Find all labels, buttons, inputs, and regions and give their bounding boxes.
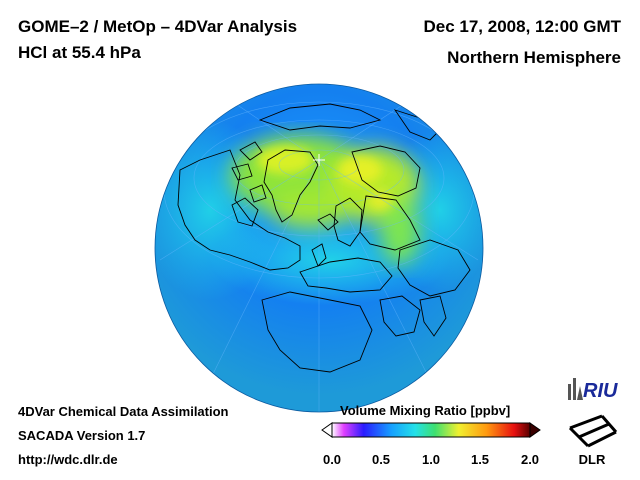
- riu-logo-text: RIU: [583, 380, 618, 402]
- colorbar-gradient: [331, 422, 531, 438]
- field-peak-yellow: [257, 146, 392, 210]
- colorbar-tick: 1.0: [421, 452, 441, 467]
- colorbar-tick: 1.5: [470, 452, 490, 467]
- colorbar-tick: 0.5: [371, 452, 391, 467]
- colorbar: [321, 422, 541, 438]
- colorbar-min-arrow: [321, 422, 333, 438]
- colorbar-max-arrow: [529, 422, 541, 438]
- globe-outline: [154, 83, 484, 413]
- title-line-1: GOME–2 / MetOp – 4DVar Analysis: [18, 17, 298, 36]
- dlr-logo: DLR: [568, 414, 618, 467]
- date-label: Dec 17, 2008, 12:00 GMT: [423, 17, 621, 36]
- colorbar-title: Volume Mixing Ratio [ppbv]: [340, 403, 511, 418]
- dlr-logo-text: DLR: [579, 452, 606, 467]
- footer-line-1: 4DVar Chemical Data Assimilation: [18, 404, 229, 419]
- coastlines: [177, 103, 471, 373]
- region-label: Northern Hemisphere: [447, 48, 621, 67]
- north-pole-marker: [313, 154, 325, 166]
- title-line-2: HCl at 55.4 hPa: [18, 43, 141, 62]
- footer-line-2: SACADA Version 1.7: [18, 428, 146, 443]
- colorbar-tick: 0.0: [322, 452, 342, 467]
- riu-logo: RIU: [568, 378, 618, 402]
- footer-url[interactable]: http://wdc.dlr.de: [18, 452, 118, 467]
- colorbar-tick: 2.0: [520, 452, 540, 467]
